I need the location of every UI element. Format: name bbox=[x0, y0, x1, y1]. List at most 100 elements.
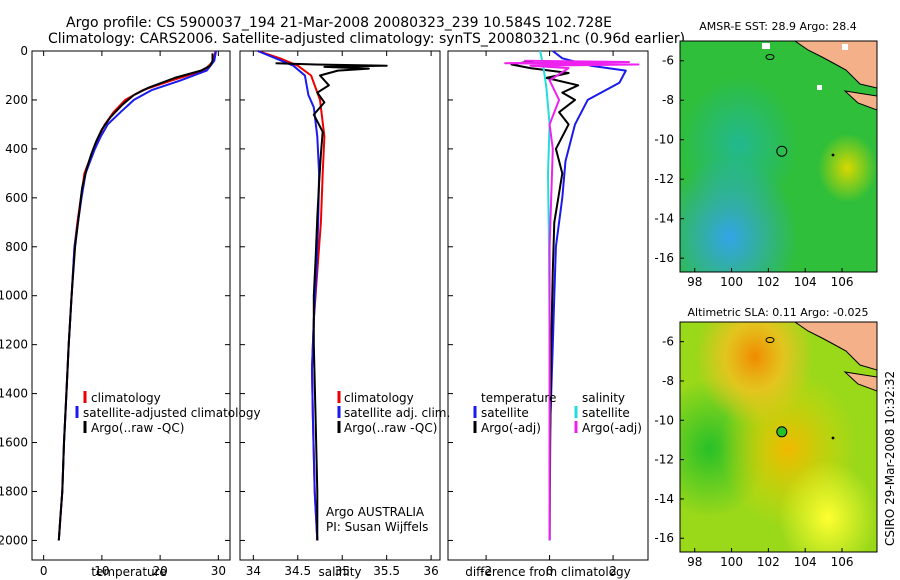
legend-title-salinity: salinity bbox=[582, 391, 625, 405]
y-tick-label: 200 bbox=[5, 93, 28, 107]
x-tick-label: 35.5 bbox=[373, 564, 400, 578]
legend-label-satellite: satellite-adjusted climatology bbox=[83, 406, 261, 420]
legend-label-temp-satellite: satellite bbox=[481, 406, 529, 420]
x-tick-label: 34.5 bbox=[284, 564, 311, 578]
series-satellite bbox=[57, 50, 217, 541]
salinity-axes bbox=[239, 50, 441, 561]
legend-label-temp-argo: Argo(-adj) bbox=[481, 421, 541, 435]
map-x-tick-label: 104 bbox=[794, 275, 817, 289]
map-y-tick-label: -14 bbox=[654, 492, 674, 506]
sst-argo-marker bbox=[776, 145, 788, 157]
sla-map-frame bbox=[679, 321, 878, 553]
salinity-legend: climatology satellite adj. clim. Argo(..… bbox=[326, 391, 450, 534]
map-x-tick-label: 104 bbox=[794, 555, 817, 569]
map-y-tick-label: -12 bbox=[654, 453, 674, 467]
sla-map: Altimetric SLA: 0.11 Argo: -0.025 98 100 1… bbox=[654, 306, 878, 569]
map-x-tick-label: 100 bbox=[720, 275, 743, 289]
map-y-tick-label: -6 bbox=[662, 54, 674, 68]
x-tick-label: 0 bbox=[546, 564, 554, 578]
temperature-xlabel: temperature bbox=[91, 565, 166, 579]
difference-plot: -2 0 2 bbox=[448, 50, 640, 578]
map-y-tick-label: -12 bbox=[654, 172, 674, 186]
sst-map-frame bbox=[679, 40, 878, 273]
header-line2: Climatology: CARS2006. Satellite-adjuste… bbox=[48, 31, 685, 47]
sla-map-ticks: 98 100 102 104 106 -6 -8 -10 -12 -14 -16 bbox=[654, 335, 853, 569]
salinity-xlabel: salinity bbox=[318, 565, 361, 579]
map-x-tick-label: 100 bbox=[720, 555, 743, 569]
y-tick-label: 600 bbox=[5, 191, 28, 205]
legend-label-sal-satellite: satellite bbox=[582, 406, 630, 420]
map-y-tick-label: -8 bbox=[662, 374, 674, 388]
sst-island bbox=[831, 153, 835, 157]
x-tick-label: 34 bbox=[246, 564, 261, 578]
y-tick-label: 1800 bbox=[0, 484, 28, 498]
map-y-tick-label: -6 bbox=[662, 335, 674, 349]
sst-land-sumatra bbox=[794, 41, 877, 89]
temperature-plot: 0 10 20 30 0 200 400 600 800 1000 1200 1400 1600 1800… bbox=[0, 44, 230, 578]
map-x-tick-label: 98 bbox=[687, 555, 702, 569]
sst-field-warm-zone bbox=[680, 41, 877, 272]
sla-island bbox=[765, 337, 775, 343]
argo-country-label: Argo AUSTRALIA bbox=[326, 505, 425, 519]
legend-label-argo: Argo(..raw -QC) bbox=[91, 421, 184, 435]
difference-xlabel: difference from climatology bbox=[465, 565, 631, 579]
difference-axes bbox=[447, 50, 649, 561]
header-line1: Argo profile: CS 5900037_194 21-Mar-2008… bbox=[66, 15, 612, 31]
sla-land-sumatra bbox=[794, 322, 877, 371]
series-sal-satellite bbox=[539, 50, 551, 541]
map-y-tick-label: -14 bbox=[654, 212, 674, 226]
series-argo bbox=[57, 53, 214, 541]
sst-island bbox=[765, 54, 775, 60]
map-x-tick-label: 106 bbox=[831, 275, 854, 289]
sla-island bbox=[831, 436, 835, 440]
legend-label-argo: Argo(..raw -QC) bbox=[344, 421, 437, 435]
series-argo bbox=[275, 62, 388, 541]
temperature-legend: climatology satellite-adjusted climatolo… bbox=[75, 391, 261, 435]
legend-label-satellite: satellite adj. clim. bbox=[344, 406, 450, 420]
legend-label-sal-argo: Argo(-adj) bbox=[582, 421, 642, 435]
salinity-plot: 34 34.5 35 35.5 36 bbox=[240, 50, 439, 578]
map-y-tick-label: -16 bbox=[654, 251, 674, 265]
x-tick-label: 20 bbox=[152, 564, 167, 578]
series-temp-satellite bbox=[548, 50, 627, 541]
sst-land-java bbox=[843, 90, 877, 111]
x-tick-label: -2 bbox=[480, 564, 492, 578]
series-temp-argo bbox=[510, 59, 580, 541]
x-tick-label: 10 bbox=[94, 564, 109, 578]
map-y-tick-label: -10 bbox=[654, 413, 674, 427]
y-tick-label: 1400 bbox=[0, 387, 28, 401]
x-tick-label: 35 bbox=[335, 564, 350, 578]
sla-land-java bbox=[843, 371, 877, 392]
legend-label-climatology: climatology bbox=[91, 391, 161, 405]
y-tick-label: 1600 bbox=[0, 436, 28, 450]
series-climatology bbox=[57, 50, 217, 541]
sst-map-title: AMSR-E SST: 28.9 Argo: 28.4 bbox=[699, 20, 857, 33]
sst-missing-data bbox=[762, 43, 770, 49]
x-tick-label: 0 bbox=[40, 564, 48, 578]
map-y-tick-label: -10 bbox=[654, 133, 674, 147]
legend-label-climatology: climatology bbox=[344, 391, 414, 405]
sst-missing-data bbox=[842, 44, 848, 50]
csiro-timestamp: CSIRO 29-Mar-2008 10:32:32 bbox=[883, 371, 897, 546]
y-tick-label: 1000 bbox=[0, 289, 28, 303]
y-tick-label: 1200 bbox=[0, 338, 28, 352]
map-y-tick-label: -16 bbox=[654, 531, 674, 545]
sla-map-title: Altimetric SLA: 0.11 Argo: -0.025 bbox=[688, 306, 869, 319]
sla-argo-marker bbox=[776, 426, 788, 438]
y-tick-label: 400 bbox=[5, 142, 28, 156]
y-tick-label: 800 bbox=[5, 240, 28, 254]
x-tick-label: 2 bbox=[609, 564, 617, 578]
temperature-axes bbox=[31, 50, 231, 561]
y-tick-label: 2000 bbox=[0, 533, 28, 547]
map-x-tick-label: 106 bbox=[831, 555, 854, 569]
x-tick-label: 36 bbox=[423, 564, 438, 578]
map-x-tick-label: 102 bbox=[757, 275, 780, 289]
series-satellite bbox=[257, 50, 321, 541]
x-tick-label: 30 bbox=[211, 564, 226, 578]
sla-field-south-zone bbox=[680, 322, 877, 552]
argo-pi-label: PI: Susan Wijffels bbox=[326, 520, 428, 534]
legend-title-temperature: temperature bbox=[481, 391, 556, 405]
difference-legend: temperature satellite Argo(-adj) salinit… bbox=[473, 391, 642, 435]
sst-missing-data bbox=[817, 85, 822, 90]
